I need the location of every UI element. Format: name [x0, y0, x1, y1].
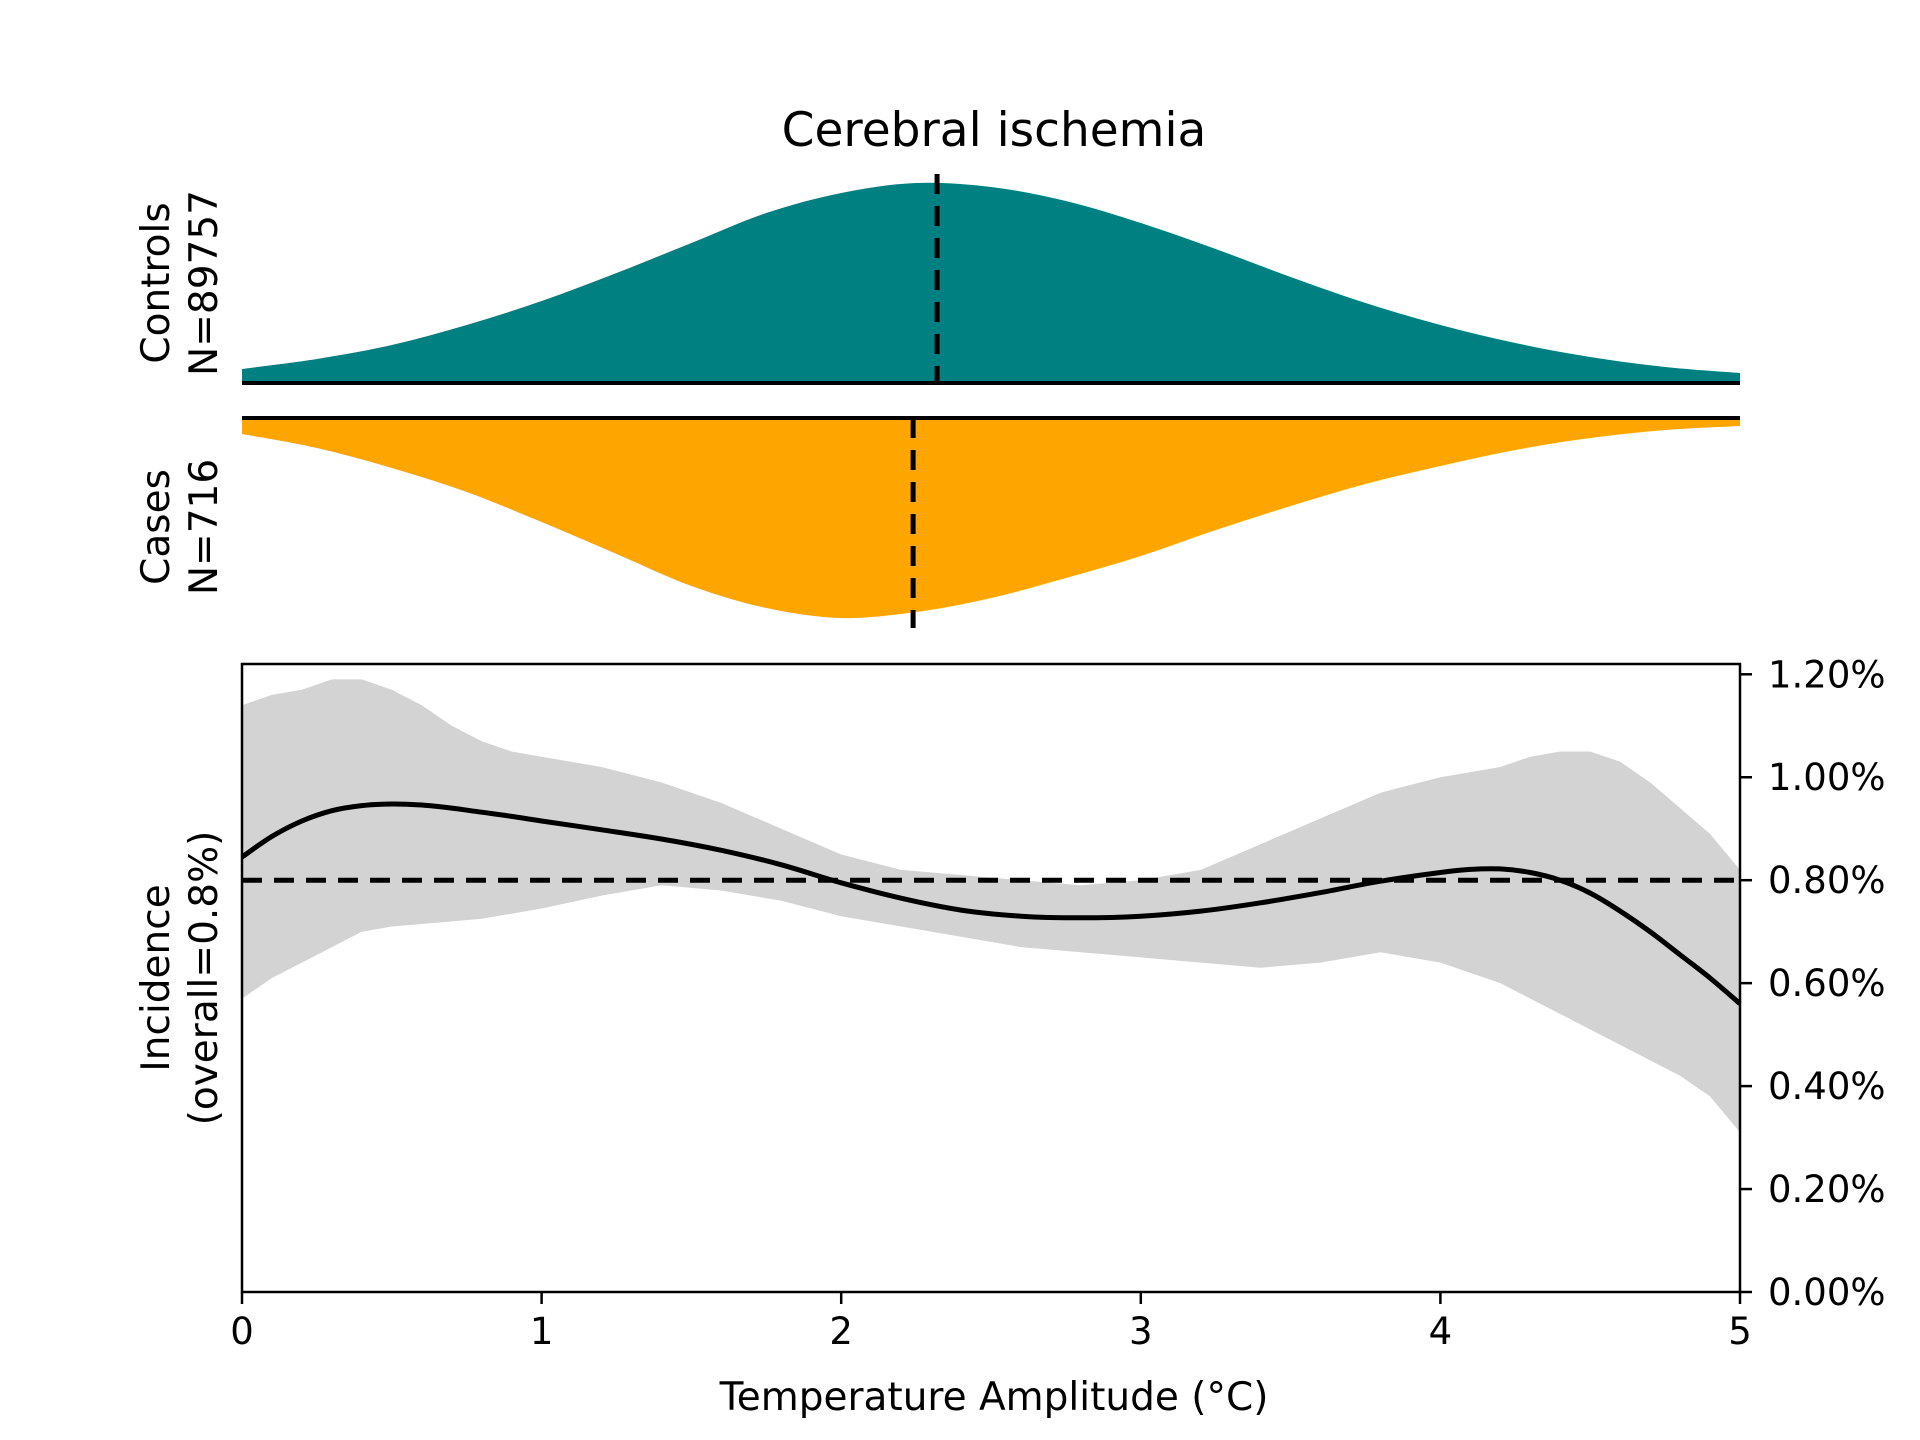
- x-axis-label: Temperature Amplitude (°C): [719, 1375, 1269, 1420]
- cases-label: Cases: [134, 469, 179, 585]
- x-tick-label: 0: [230, 1310, 254, 1353]
- cases-distribution-panel: Cases N=716: [134, 416, 1740, 628]
- incidence-estimate-line: [240, 801, 1742, 1006]
- x-axis: 0 1 2 3 4 5: [230, 1292, 1752, 1353]
- controls-distribution-panel: Controls N=89757: [134, 174, 1740, 385]
- x-tick-label: 2: [829, 1310, 853, 1353]
- y-axis: 0.00% 0.20% 0.40% 0.60% 0.80% 1.00% 1.20%: [1740, 653, 1886, 1314]
- y-tick-label: 0.00%: [1768, 1271, 1886, 1314]
- y-tick-label: 0.40%: [1768, 1065, 1886, 1108]
- controls-density-area: [242, 182, 1740, 383]
- x-tick-label: 5: [1728, 1310, 1752, 1353]
- y-tick-label: 1.00%: [1768, 756, 1886, 799]
- incidence-panel: 0 1 2 3 4 5 0.00% 0.20% 0.40% 0.60% 0.80% 1.00% 1.2…: [134, 653, 1886, 1420]
- y-tick-label: 0.60%: [1768, 962, 1886, 1005]
- x-tick-label: 4: [1429, 1310, 1453, 1353]
- y-tick-label: 0.80%: [1768, 859, 1886, 902]
- y-tick-label: 0.20%: [1768, 1168, 1886, 1211]
- plot-frame: [240, 662, 1742, 1294]
- x-tick-label: 3: [1129, 1310, 1153, 1353]
- x-tick-label: 1: [530, 1310, 554, 1353]
- confidence-band: [242, 679, 1740, 1133]
- controls-label: Controls: [134, 202, 179, 363]
- controls-count: N=89757: [182, 190, 227, 376]
- cases-count: N=716: [182, 459, 227, 595]
- cases-density-area: [242, 418, 1740, 619]
- y-axis-sublabel: (overall=0.8%): [182, 831, 227, 1126]
- chart-title: Cerebral ischemia: [782, 103, 1207, 158]
- y-tick-label: 1.20%: [1768, 653, 1886, 696]
- y-axis-label: Incidence: [134, 884, 179, 1071]
